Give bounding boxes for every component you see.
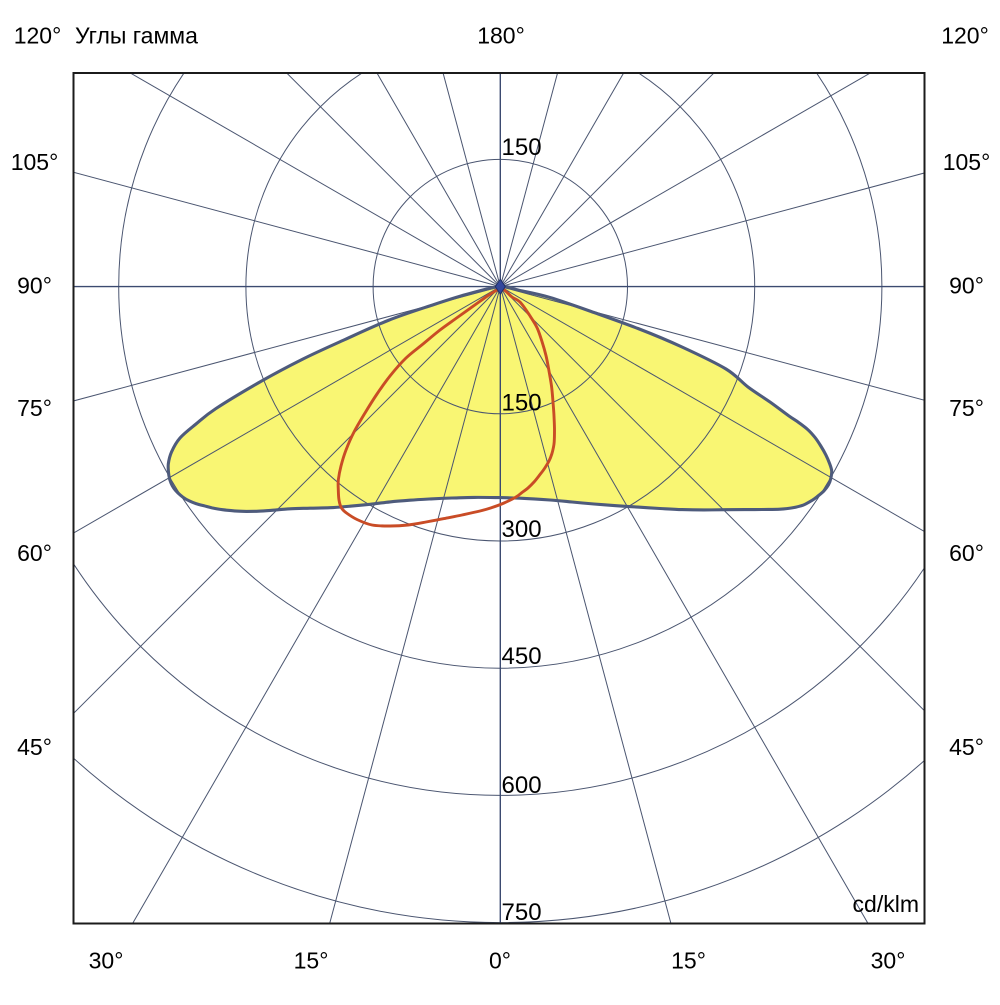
svg-text:45°: 45° [17, 734, 52, 760]
svg-text:150: 150 [502, 134, 542, 161]
svg-text:Углы гамма: Углы гамма [75, 23, 198, 49]
svg-text:60°: 60° [17, 540, 52, 566]
svg-text:15°: 15° [671, 948, 706, 974]
svg-text:90°: 90° [17, 273, 52, 299]
svg-text:750: 750 [502, 899, 542, 926]
svg-text:0°: 0° [489, 948, 511, 974]
svg-text:150: 150 [502, 390, 542, 417]
svg-text:300: 300 [502, 516, 542, 543]
svg-text:105°: 105° [943, 149, 991, 175]
svg-text:180°: 180° [477, 23, 525, 49]
svg-text:105°: 105° [11, 149, 59, 175]
svg-text:cd/klm: cd/klm [853, 891, 919, 917]
svg-text:120°: 120° [14, 23, 62, 49]
svg-text:30°: 30° [871, 948, 906, 974]
svg-text:600: 600 [502, 772, 542, 799]
svg-text:75°: 75° [17, 395, 52, 421]
svg-text:15°: 15° [294, 948, 329, 974]
svg-text:45°: 45° [949, 734, 984, 760]
svg-text:120°: 120° [941, 23, 989, 49]
svg-text:60°: 60° [949, 540, 984, 566]
svg-text:75°: 75° [949, 395, 984, 421]
svg-text:90°: 90° [949, 273, 984, 299]
svg-text:30°: 30° [89, 948, 124, 974]
svg-text:450: 450 [502, 643, 542, 670]
